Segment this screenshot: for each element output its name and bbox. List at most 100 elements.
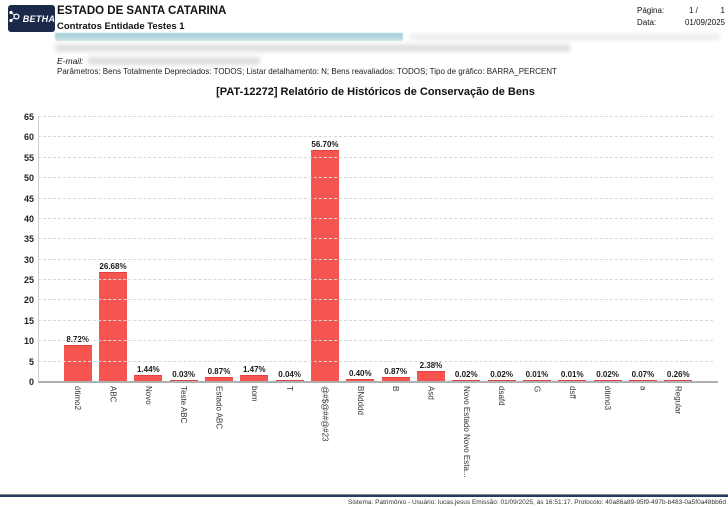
chart-title: [PAT-12272] Relatório de Históricos de C… <box>216 86 535 98</box>
x-axis-category: ótimo2 <box>60 386 95 410</box>
date-label: Data: <box>637 18 657 27</box>
x-axis-category: B <box>378 386 413 391</box>
bar <box>134 375 163 381</box>
bar-column: 0.04% <box>272 370 307 381</box>
gridline <box>38 156 713 158</box>
bar-column: 0.03% <box>166 370 201 381</box>
bar <box>664 379 693 381</box>
y-axis-tick-label: 5 <box>28 356 34 367</box>
betha-logo: BETHA <box>8 5 55 32</box>
x-axis-category: @#$@##@#23 <box>307 386 342 442</box>
date-value: 01/09/2025 <box>684 18 725 27</box>
bar <box>381 377 410 381</box>
bar-value-label: 0.87% <box>207 367 231 377</box>
x-axis-labels: ótimo2 ABC Novo Teste ABC Estado ABC bom T @#$@… <box>60 386 696 478</box>
bar-column: 2.38% <box>413 361 448 381</box>
bar-value-label: 2.38% <box>419 361 443 371</box>
bar-column: 1.47% <box>237 365 272 381</box>
bar <box>169 379 198 381</box>
bar-chart-plot-area: 8.72% 26.68% 1.44% 0.03% 0.87% 1.47% 0.04% 56.7… <box>24 112 718 387</box>
bar <box>275 379 304 381</box>
redacted-line-1 <box>410 34 720 40</box>
footer-protocol-text: Sistema: Patrimônio - Usuário: lucas.jes… <box>348 499 726 506</box>
gridline <box>38 238 713 240</box>
y-axis-tick-label: 35 <box>23 234 34 245</box>
bar-column: 26.68% <box>95 262 130 381</box>
x-axis-category: Regular <box>661 386 696 414</box>
report-parameters: Parâmetros: Bens Totalmente Depreciados:… <box>57 67 557 76</box>
page-number-current: 1 / <box>689 6 698 15</box>
x-axis-label: bom <box>249 386 259 402</box>
y-axis-tick-label: 25 <box>23 275 34 286</box>
gridline <box>38 116 713 117</box>
bar <box>346 379 375 381</box>
x-axis-label: dsff <box>567 386 577 399</box>
bar <box>98 272 127 381</box>
page-number-total: 1 <box>720 6 725 15</box>
x-axis-label: @#$@##@#23 <box>320 386 330 442</box>
x-axis-label: Novo Estado Novo Esta... <box>461 386 471 478</box>
x-axis-label: Novo <box>143 386 153 405</box>
y-axis-tick-label: 0 <box>28 377 34 387</box>
x-axis-label: ótimo3 <box>603 386 613 411</box>
y-axis-tick-label: 60 <box>23 132 34 143</box>
bar-column: 0.02% <box>484 370 519 381</box>
bar-value-label: 0.01% <box>525 369 549 379</box>
bar-value-label: 0.02% <box>490 369 513 379</box>
email-label: E-mail: <box>57 56 84 66</box>
bar-column: 0.26% <box>661 370 696 381</box>
betha-logo-text: BETHA <box>22 13 56 24</box>
bar-value-label: 0.03% <box>172 369 195 379</box>
bar-value-label: 0.87% <box>384 367 407 377</box>
gridline <box>38 299 713 301</box>
bar-column: 0.40% <box>343 369 378 381</box>
bar-column: 8.72% <box>60 335 95 381</box>
bar-column: 0.87% <box>201 367 236 381</box>
redacted-email-value <box>88 57 260 65</box>
bar-value-label: 1.47% <box>242 365 266 375</box>
x-axis-category: ABC <box>95 386 130 402</box>
bar <box>240 375 269 381</box>
x-axis-category: dsafd <box>484 386 519 406</box>
x-axis-label: Teste ABC <box>179 386 189 424</box>
x-axis-baseline <box>38 381 718 383</box>
y-axis-tick-label: 55 <box>23 152 34 163</box>
gridline <box>38 197 713 199</box>
gridline <box>38 319 713 321</box>
bar-value-label: 0.26% <box>666 369 690 379</box>
x-axis-label: a <box>638 386 648 391</box>
bar <box>593 379 622 381</box>
page-number-label: Página: <box>637 6 665 15</box>
bar-value-label: 8.72% <box>66 335 89 345</box>
x-axis-category: dsff <box>555 386 590 399</box>
bar-value-label: 0.40% <box>348 369 372 379</box>
bar-column: 0.87% <box>378 367 413 381</box>
betha-molecule-icon <box>8 9 21 29</box>
x-axis-label: B <box>391 386 401 392</box>
gridline <box>38 279 713 281</box>
y-axis-tick-label: 15 <box>23 315 34 326</box>
y-axis-tick-label: 45 <box>23 193 34 204</box>
x-axis-category: Asd <box>413 386 448 400</box>
x-axis-category: BNdddd <box>343 386 378 415</box>
bar-value-label: 0.04% <box>278 369 301 379</box>
page-info-block: Página: 1 / 1 Data: 01/09/2025 <box>637 6 725 30</box>
x-axis-category: Novo Estado Novo Esta... <box>449 386 484 478</box>
bar-column: 56.70% <box>307 140 342 381</box>
x-axis-label: Asd <box>426 386 436 400</box>
x-axis-label: G <box>532 386 542 393</box>
bar-value-label: 1.44% <box>136 365 160 375</box>
bar <box>452 379 481 381</box>
x-axis-category: ótimo3 <box>590 386 625 410</box>
x-axis-label: Regular <box>673 386 683 415</box>
bar-value-label: 0.01% <box>560 369 584 379</box>
x-axis-category: bom <box>237 386 272 402</box>
bar-value-label: 0.02% <box>596 369 619 379</box>
x-axis-category: G <box>519 386 554 392</box>
x-axis-label: ótimo2 <box>73 386 83 411</box>
gridline <box>38 360 713 362</box>
bar-value-label: 56.70% <box>311 139 339 149</box>
organization-name: ESTADO DE SANTA CATARINA <box>57 5 227 17</box>
bar-column: 0.02% <box>449 370 484 381</box>
y-axis-tick-label: 30 <box>23 254 34 265</box>
